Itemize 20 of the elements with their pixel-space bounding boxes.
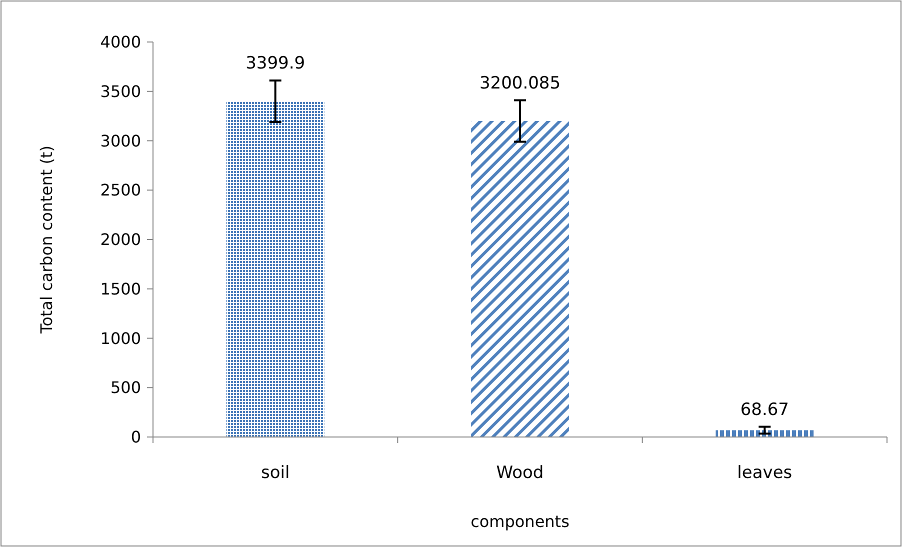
bar — [716, 430, 814, 437]
y-tick-label: 3000 — [100, 131, 141, 150]
x-tick-label: leaves — [737, 463, 792, 483]
bar — [226, 101, 324, 437]
data-label: 3399.9 — [246, 54, 306, 74]
x-tick-label: Wood — [496, 463, 544, 483]
y-tick-label: 4000 — [100, 32, 141, 52]
y-tick-label: 500 — [110, 378, 141, 398]
y-tick-label: 1500 — [100, 279, 141, 298]
bar — [471, 120, 569, 437]
x-axis-title: components — [470, 512, 570, 531]
data-label: 68.67 — [740, 400, 790, 420]
y-axis-title: Total carbon content (t) — [37, 146, 56, 334]
x-tick-label: soil — [260, 463, 290, 483]
y-tick-label: 1000 — [100, 328, 141, 348]
data-label: 3200.085 — [479, 73, 561, 94]
y-tick-label: 0 — [130, 428, 141, 447]
y-tick-label: 2500 — [100, 180, 141, 200]
y-tick-label: 3500 — [100, 82, 141, 101]
y-tick-label: 2000 — [100, 230, 141, 250]
